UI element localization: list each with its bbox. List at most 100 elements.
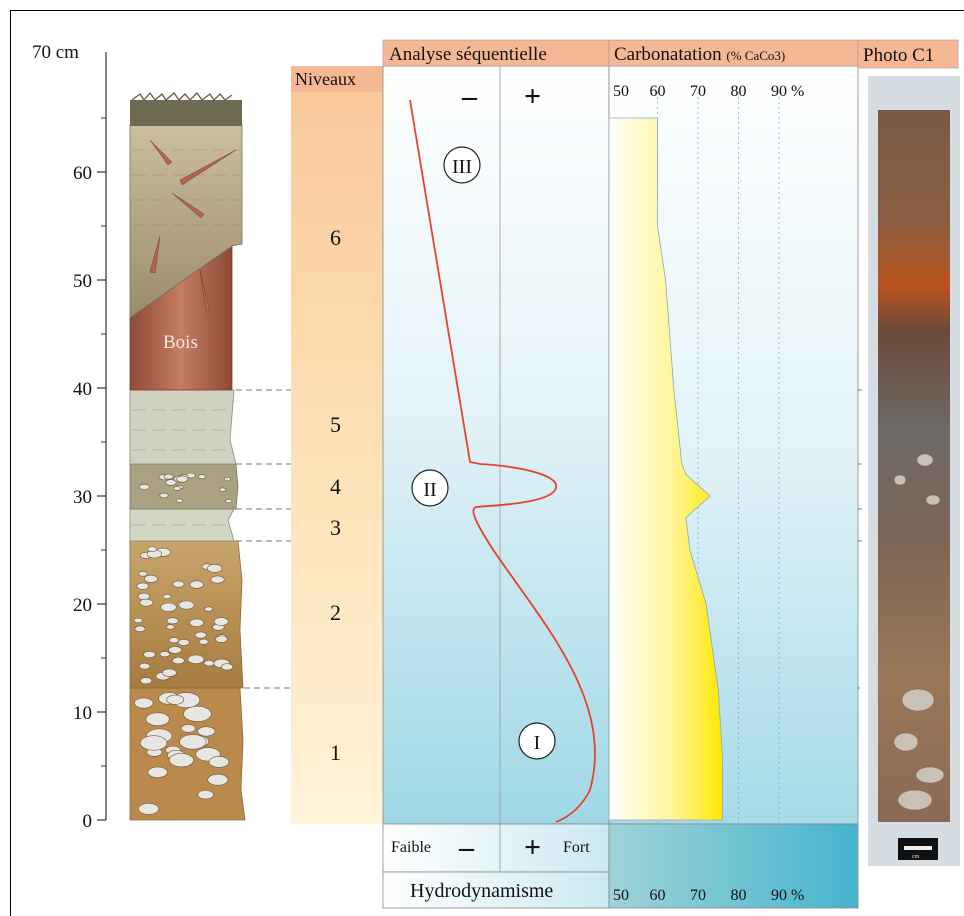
pebble-icon (140, 735, 168, 751)
pebble-icon (178, 600, 195, 610)
pebble-icon (136, 582, 150, 590)
carbonatation-header: Carbonatation (% CaCo3) (614, 44, 785, 65)
sequence-curve (409, 99, 596, 823)
carbonatation-bottom-tick: 60 (650, 887, 666, 904)
photo-header-bg (857, 39, 959, 69)
pebble-icon (168, 637, 180, 644)
pebble-icon (189, 580, 204, 589)
photo-scale-label: cm (912, 854, 920, 860)
carbonatation-bottom-scale: 50 60 70 80 90 % (613, 887, 804, 904)
axis-tick-label: 10 (73, 703, 92, 724)
sequence-mark-iii-circle (443, 146, 481, 184)
vegetation-icon (131, 91, 233, 102)
pebble-icon (207, 564, 223, 573)
pebble-icon (159, 651, 171, 658)
core-photo (878, 110, 950, 822)
hydro-label: Hydrodynamisme (410, 880, 553, 902)
pebble-icon (194, 631, 207, 639)
hydrodynamism-footer: Faible – + Fort Hydrodynamisme (382, 823, 610, 909)
level-label-2: 2 (330, 600, 341, 625)
pebble-icon (168, 646, 182, 654)
pebble-icon (183, 705, 212, 722)
axis-tick-label: 20 (73, 595, 92, 616)
pebble-icon (160, 602, 177, 612)
figure-frame (10, 10, 964, 916)
hydro-faible-label: Faible (391, 839, 431, 856)
niveaux-band (291, 66, 383, 824)
axis-unit-label: 70 cm (32, 42, 79, 63)
pebble-icon (198, 638, 209, 645)
pebble-icon (147, 546, 158, 552)
pebble-icon (163, 473, 174, 480)
depth-axis: 70 cm 0 10 20 30 40 50 60 (32, 42, 107, 832)
sequence-plus-sign: + (524, 80, 541, 113)
axis-tick-label: 0 (83, 811, 93, 832)
sequence-panel (382, 65, 610, 825)
pebble-icon (134, 625, 146, 633)
pebble-icon (173, 486, 181, 491)
core-photo-clasts (893, 453, 945, 811)
carbonatation-top-tick: 90 % (771, 83, 804, 100)
pebble-icon (197, 726, 216, 737)
pebble-icon (168, 753, 194, 768)
pebble-icon (220, 663, 234, 671)
sequence-mark-i: I (534, 732, 541, 754)
axis-tick-label: 50 (73, 271, 92, 292)
pebble-icon (208, 756, 230, 768)
level-label-3: 3 (330, 515, 341, 540)
pebble-icon (144, 574, 158, 583)
pebble-icons (133, 472, 234, 815)
pebble-icon (139, 483, 150, 490)
level-label-6: 6 (330, 225, 341, 250)
photo-column: Photo C1 cm (857, 39, 960, 866)
carbonatation-top-tick: 70 (690, 83, 706, 100)
pebble-icon (162, 593, 172, 600)
carbonatation-footer (608, 823, 859, 909)
pebble-icon (172, 656, 185, 665)
level-label-5: 5 (330, 412, 341, 437)
carbonatation-bottom-tick: 70 (690, 887, 706, 904)
pebble-icon (145, 712, 170, 726)
pebble-icon (207, 773, 229, 786)
carbonatation-bottom-tick: 90 % (771, 887, 804, 904)
wood-label: Bois (163, 332, 198, 353)
pebble-icon (137, 592, 151, 600)
level-label-4: 4 (330, 474, 341, 499)
pebble-icon (147, 766, 168, 778)
pebble-icon (165, 479, 177, 486)
sequence-header: Analyse séquentielle (389, 44, 547, 65)
carbonatation-header-bg (608, 39, 859, 67)
layer-5-silt (129, 389, 237, 465)
hydro-plus-sign: + (524, 831, 541, 864)
photo-header: Photo C1 (863, 45, 934, 66)
pebble-icon (159, 492, 169, 499)
sequence-minus-sign: – (461, 80, 478, 113)
pebble-icon (133, 617, 143, 624)
pebble-icon (177, 639, 190, 646)
pebble-icon (166, 694, 185, 705)
carbonatation-bottom-tick: 50 (613, 887, 629, 904)
pebble-icon (215, 635, 228, 643)
carbonatation-bottom-tick: 80 (731, 887, 747, 904)
pebble-icon (189, 618, 204, 627)
carbonatation-top-scale: 50 60 70 80 90 % (613, 83, 804, 100)
pebble-icon (204, 606, 213, 612)
pebble-icon (210, 575, 225, 584)
pebble-icon (139, 598, 154, 607)
pebble-icon (197, 474, 206, 480)
pebble-icon (162, 668, 177, 677)
pebble-icon (197, 790, 214, 800)
carbonatation-top-tick: 80 (731, 83, 747, 100)
axis-tick-label: 30 (73, 487, 92, 508)
sequence-mark-i-circle (518, 722, 556, 760)
pebble-icon (176, 475, 189, 483)
carbonatation-column: Carbonatation (% CaCo3) 50 60 70 80 90 % 50 6… (608, 39, 859, 909)
lithology-log: Bois (129, 91, 246, 821)
wood-fragment-icons (149, 139, 237, 313)
sequence-mark-ii: II (423, 479, 436, 501)
pebble-icon (213, 617, 229, 626)
pebble-icon (138, 802, 159, 815)
niveaux-header: Niveaux (295, 69, 356, 89)
pebble-icon (166, 624, 175, 630)
